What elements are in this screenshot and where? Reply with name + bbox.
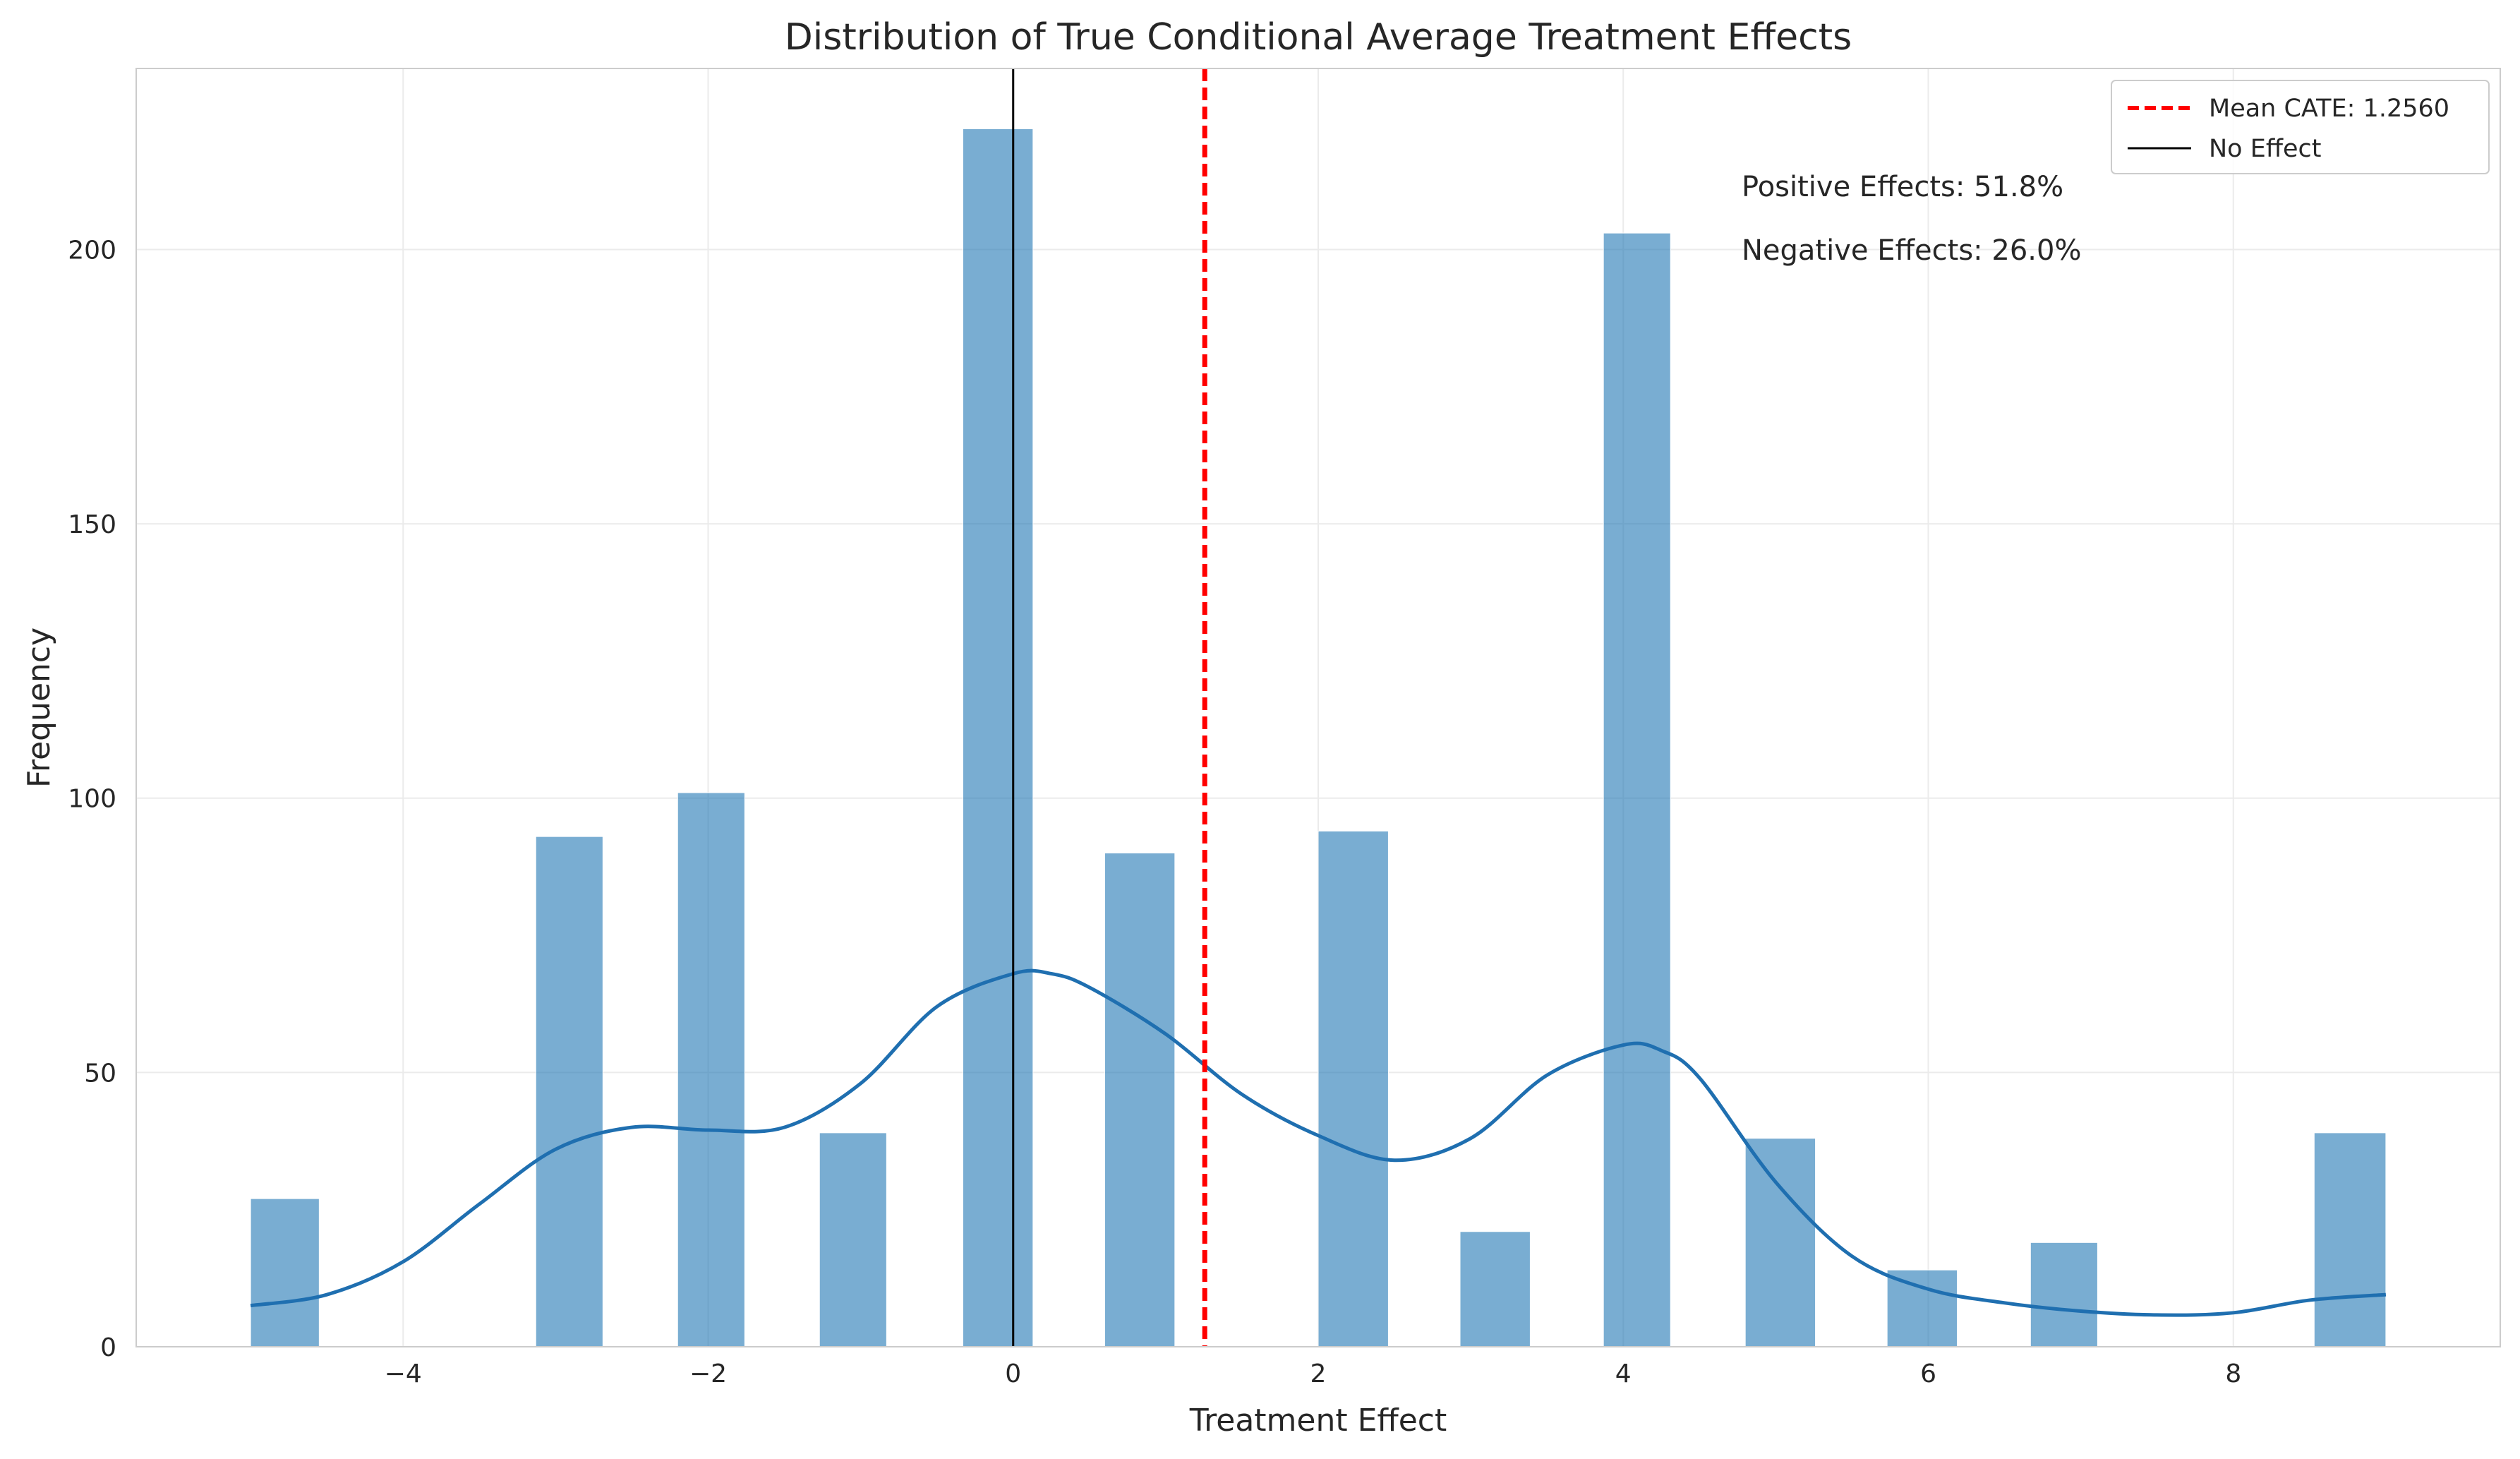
x-tick-label: 8 <box>2225 1359 2241 1388</box>
legend-box <box>2111 80 2490 174</box>
negative-effects-annotation: Negative Effects: 26.0% <box>1742 234 2081 267</box>
y-tick-label: 200 <box>68 236 116 265</box>
legend-mean-label: Mean CATE: 1.2560 <box>2209 95 2449 123</box>
histogram-bar <box>677 792 745 1347</box>
y-tick-label: 100 <box>68 785 116 814</box>
positive-effects-annotation: Positive Effects: 51.8% <box>1742 171 2063 203</box>
histogram-bar <box>2030 1242 2098 1347</box>
x-tick-label: −4 <box>385 1359 422 1388</box>
histogram-bar <box>1886 1269 1958 1347</box>
histogram-bar <box>1318 830 1389 1347</box>
y-tick-label: 50 <box>84 1059 116 1088</box>
histogram-bar <box>1744 1138 1816 1347</box>
y-tick-label: 150 <box>68 510 116 539</box>
kde-line <box>250 968 2387 1317</box>
histogram-bar <box>1603 232 1671 1347</box>
plot-frame <box>135 68 2501 1347</box>
legend-zero-label: No Effect <box>2209 135 2321 163</box>
chart-title: Distribution of True Conditional Average… <box>785 16 1852 59</box>
x-tick-label: 6 <box>1920 1359 1936 1388</box>
y-axis-label: Frequency <box>21 628 57 788</box>
histogram-bars <box>250 128 2387 1347</box>
histogram-bar <box>819 1132 887 1347</box>
x-tick-label: 0 <box>1005 1359 1021 1388</box>
x-axis-label: Treatment Effect <box>1189 1403 1447 1439</box>
x-tick-label: 4 <box>1615 1359 1632 1388</box>
histogram-bar <box>1459 1231 1531 1347</box>
histogram-bar <box>535 836 603 1347</box>
histogram-bar <box>250 1198 320 1347</box>
legend: Mean CATE: 1.2560 No Effect <box>2111 80 2490 174</box>
reference-lines <box>1012 68 1207 1347</box>
kde-curve <box>250 968 2387 1317</box>
axis-ticks: −4 −2 0 2 4 6 8 0 50 100 150 200 <box>68 236 2241 1388</box>
y-tick-label: 0 <box>100 1333 116 1362</box>
x-tick-label: 2 <box>1310 1359 1327 1388</box>
histogram-bar <box>2313 1132 2387 1347</box>
histogram-bar <box>1104 852 1176 1347</box>
x-tick-label: −2 <box>689 1359 727 1388</box>
histogram-bar <box>962 128 1034 1347</box>
